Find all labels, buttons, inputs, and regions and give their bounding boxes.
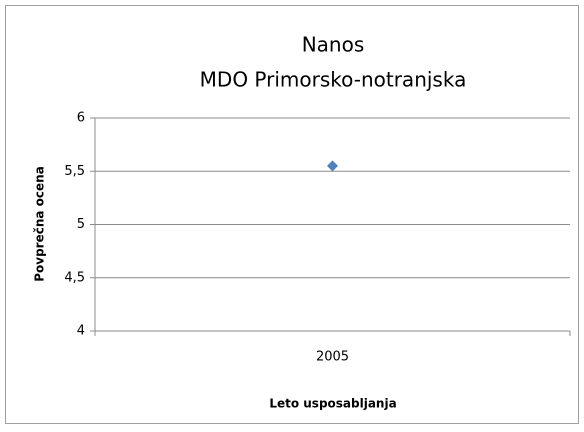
y-tick-label: 4,5 — [64, 270, 85, 285]
chart-subtitle: MDO Primorsko-notranjska — [200, 68, 467, 92]
y-tick-label: 5,5 — [64, 164, 85, 179]
y-tick-label: 6 — [77, 111, 85, 126]
data-point — [327, 160, 338, 172]
chart-title: Nanos — [302, 33, 365, 57]
y-tick-label: 5 — [77, 217, 85, 232]
x-axis-title: Leto usposabljanja — [269, 397, 396, 411]
x-tick-label: 2005 — [316, 350, 349, 365]
chart-frame — [5, 5, 579, 424]
y-tick-label: 4 — [77, 324, 85, 339]
y-axis-title: Povprečna ocena — [33, 166, 47, 282]
